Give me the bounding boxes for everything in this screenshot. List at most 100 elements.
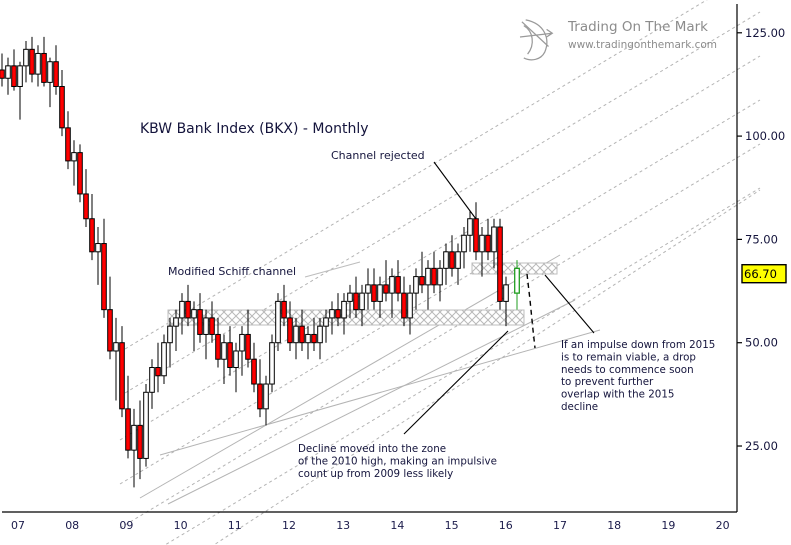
candle-78 xyxy=(467,210,473,252)
candle-82 xyxy=(491,218,497,269)
candle-body xyxy=(179,300,185,319)
year-tick-label-09: 09 xyxy=(119,519,133,532)
candle-25 xyxy=(149,359,155,409)
candle-45 xyxy=(269,334,275,393)
candle-body xyxy=(125,408,131,451)
candle-body xyxy=(251,358,257,385)
candle-33 xyxy=(197,293,203,343)
candle-7 xyxy=(41,36,47,87)
candle-14 xyxy=(83,169,89,228)
candle-57 xyxy=(341,293,347,335)
candle-13 xyxy=(77,144,83,203)
candle-79 xyxy=(473,202,479,261)
candle-58 xyxy=(347,284,353,318)
candle-body xyxy=(281,300,287,319)
candle-65 xyxy=(389,268,395,318)
candle-body xyxy=(23,48,29,67)
candle-27 xyxy=(161,334,167,385)
candle-body xyxy=(413,276,419,294)
year-tick-label-17: 17 xyxy=(553,519,567,532)
candle-70 xyxy=(419,251,425,294)
candle-74 xyxy=(443,243,449,285)
candle-body xyxy=(371,284,377,302)
candle-body xyxy=(233,350,239,369)
candle-body xyxy=(59,86,65,129)
candle-body xyxy=(95,243,101,253)
candle-72 xyxy=(431,251,437,294)
year-tick-label-14: 14 xyxy=(390,519,404,532)
candle-10 xyxy=(59,69,65,137)
candle-12 xyxy=(71,140,77,186)
candle-body xyxy=(443,251,449,269)
forecast-dashed-path xyxy=(526,273,536,349)
last-price-box[interactable] xyxy=(741,264,787,284)
candle-body xyxy=(143,391,149,459)
schiff-channel-lines xyxy=(119,0,761,545)
chart-title: KBW Bank Index (BKX) - Monthly xyxy=(140,121,369,137)
annotation-line: to prevent further xyxy=(561,376,654,388)
leader-channel-rejected xyxy=(433,161,477,220)
candle-body xyxy=(359,292,365,311)
candle-8 xyxy=(47,57,53,108)
candle-body xyxy=(173,317,179,327)
candle-40 xyxy=(239,326,245,376)
candle-body xyxy=(65,127,71,162)
candle-64 xyxy=(383,260,389,302)
leader-schiff-channel xyxy=(304,261,361,278)
candle-28 xyxy=(167,317,173,368)
candle-body xyxy=(353,292,359,311)
candle-body xyxy=(53,61,59,88)
year-tick-label-13: 13 xyxy=(336,519,350,532)
candle-30 xyxy=(179,293,185,335)
candle-17 xyxy=(101,218,107,318)
candle-32 xyxy=(191,301,197,351)
candle-body xyxy=(203,317,209,335)
candle-body xyxy=(503,284,509,302)
candle-35 xyxy=(209,301,215,343)
candle-body xyxy=(437,267,443,286)
candle-body xyxy=(11,65,17,88)
candle-11 xyxy=(65,111,71,170)
candle-37 xyxy=(221,334,227,385)
candle-body xyxy=(71,152,77,162)
candle-body xyxy=(83,193,89,220)
candle-49 xyxy=(293,317,299,360)
candle-body xyxy=(431,267,437,286)
chart-axes xyxy=(2,4,787,513)
candle-body xyxy=(317,325,323,344)
candle-22 xyxy=(131,408,137,488)
channel-line-0 xyxy=(212,189,761,545)
candle-80 xyxy=(479,227,485,277)
candle-body xyxy=(269,342,275,385)
candle-body xyxy=(323,317,329,327)
schiff-rail-1 xyxy=(167,299,576,505)
candle-3 xyxy=(17,61,23,120)
candle-body xyxy=(479,234,485,253)
candle-body xyxy=(77,152,83,195)
candle-body xyxy=(365,284,371,294)
candle-61 xyxy=(365,268,371,310)
candle-41 xyxy=(245,309,251,368)
candle-54 xyxy=(323,309,329,343)
candle-body xyxy=(131,424,137,451)
schiff-rail-0 xyxy=(139,254,561,499)
year-tick-label-07: 07 xyxy=(11,519,25,532)
annotation-line: needs to commence soon xyxy=(561,364,694,376)
candle-body xyxy=(383,284,389,294)
candle-body xyxy=(119,342,125,410)
candle-body xyxy=(5,65,11,79)
annotation-line: count up from 2009 less likely xyxy=(298,468,453,480)
annotation-leader-lines xyxy=(304,19,595,435)
year-tick-label-18: 18 xyxy=(607,519,621,532)
candle-body xyxy=(245,333,251,360)
candle-body xyxy=(287,317,293,344)
candle-body xyxy=(377,284,383,302)
candle-body xyxy=(425,267,431,286)
year-tick-label-15: 15 xyxy=(445,519,459,532)
price-tick-label: 125.00 xyxy=(745,26,785,40)
candle-75 xyxy=(449,235,455,277)
candle-body xyxy=(155,367,161,377)
candle-39 xyxy=(233,342,239,393)
